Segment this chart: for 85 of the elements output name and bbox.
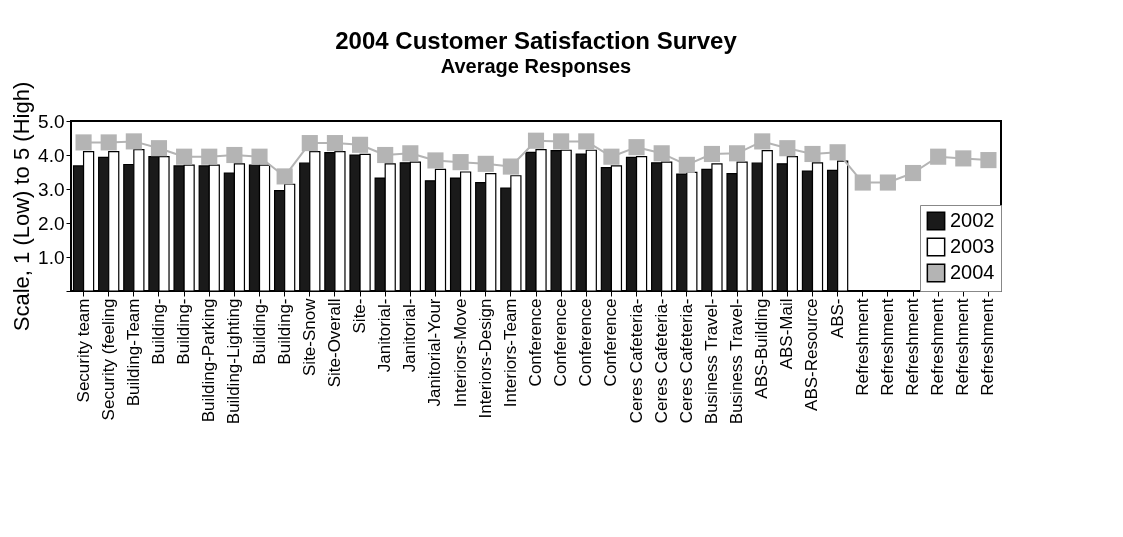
point xyxy=(754,133,771,150)
x-tick-label: Refreshment xyxy=(852,298,872,396)
point xyxy=(553,133,570,150)
point xyxy=(301,135,318,152)
point xyxy=(930,148,947,165)
x-tick-label: Janitorial-Your xyxy=(425,298,445,407)
point xyxy=(527,132,545,149)
point xyxy=(150,140,168,157)
legend-label: 2002 xyxy=(950,209,995,231)
x-tick-label: Site-Snow xyxy=(299,297,319,376)
y-tick-label: 3.0 xyxy=(38,178,65,200)
x-tick-label: Conference xyxy=(601,298,621,387)
point xyxy=(176,148,193,165)
point xyxy=(854,174,871,191)
point xyxy=(75,134,92,151)
y-tick-label: 2.0 xyxy=(38,212,65,234)
x-tick-label: Site- xyxy=(350,298,370,334)
y-axis-title: Scale, 1 (Low) to 5 (High) xyxy=(9,81,35,332)
point xyxy=(628,139,645,156)
point xyxy=(678,156,695,173)
x-tick-label: Ceres Cafeteria- xyxy=(676,298,696,424)
chart-title: 2004 Customer Satisfaction Survey xyxy=(335,27,738,55)
x-tick-label: ABS-Building xyxy=(752,298,772,399)
point xyxy=(955,150,972,167)
x-tick-label: Site-Overall xyxy=(324,298,344,388)
x-tick-label: Refreshment xyxy=(877,298,897,396)
x-tick-label: Refreshment xyxy=(978,298,998,396)
x-tick-label: Janitorial- xyxy=(375,298,395,373)
point xyxy=(326,135,343,152)
y-tick-label: 1.0 xyxy=(38,246,65,268)
point xyxy=(201,148,218,165)
point xyxy=(804,145,821,163)
x-tick-label: Security (feeling xyxy=(98,298,118,421)
point xyxy=(427,152,444,169)
point xyxy=(829,144,846,161)
x-tick-label: Refreshment xyxy=(928,298,948,396)
point xyxy=(603,148,620,165)
point xyxy=(653,145,670,162)
x-tick-label: Building- xyxy=(174,298,194,365)
point xyxy=(402,145,419,162)
x-tick-label: Building-Lighting xyxy=(224,298,244,425)
legend-label: 2004 xyxy=(950,261,995,283)
point xyxy=(578,133,595,150)
x-tick-label: Business Travel- xyxy=(727,298,747,425)
x-tick-label: Conference xyxy=(576,298,596,387)
point xyxy=(377,146,394,164)
x-tick-label: Business Travel- xyxy=(701,298,721,425)
x-tick-label: ABS-Resource xyxy=(802,298,822,411)
x-tick-label: Conference xyxy=(551,298,571,387)
x-tick-label: Building-Team xyxy=(123,298,143,407)
point xyxy=(351,136,369,153)
chart-subtitle: Average Responses xyxy=(440,55,632,78)
x-tick-label: Building- xyxy=(249,298,269,365)
x-tick-label: Interiors-Team xyxy=(500,298,520,408)
x-tick-label: Refreshment xyxy=(953,298,973,396)
point xyxy=(980,152,997,169)
point xyxy=(125,133,142,150)
y-tick-label: 5.0 xyxy=(38,110,65,132)
x-tick-label: ABS- xyxy=(827,298,847,339)
x-tick-label: Building- xyxy=(148,298,168,365)
point xyxy=(100,134,117,151)
point xyxy=(226,146,243,164)
x-tick-label: Interiors-Design xyxy=(475,298,495,419)
x-tick-label: Conference xyxy=(526,298,545,387)
point xyxy=(502,158,519,175)
x-tick-label: Refreshment xyxy=(903,298,923,396)
point xyxy=(452,154,469,171)
point xyxy=(879,174,896,191)
point xyxy=(904,164,922,182)
x-tick-label: Security team xyxy=(73,298,93,403)
point xyxy=(251,148,268,165)
point xyxy=(729,145,746,162)
point xyxy=(779,140,796,157)
x-tick-label: Ceres Cafeteria- xyxy=(626,298,646,424)
x-tick-label: Janitorial- xyxy=(400,298,420,373)
x-tick-label: Ceres Cafeteria- xyxy=(651,298,671,424)
x-tick-label: Building- xyxy=(274,298,294,365)
legend-label: 2003 xyxy=(950,235,995,257)
x-tick-label: Building-Parking xyxy=(199,298,219,423)
point xyxy=(703,145,721,163)
y-tick-label: 4.0 xyxy=(38,144,65,166)
x-tick-label: Interiors-Move xyxy=(450,298,470,408)
x-tick-label: ABS-Mail xyxy=(777,298,797,370)
point xyxy=(276,168,293,185)
point xyxy=(477,155,494,172)
